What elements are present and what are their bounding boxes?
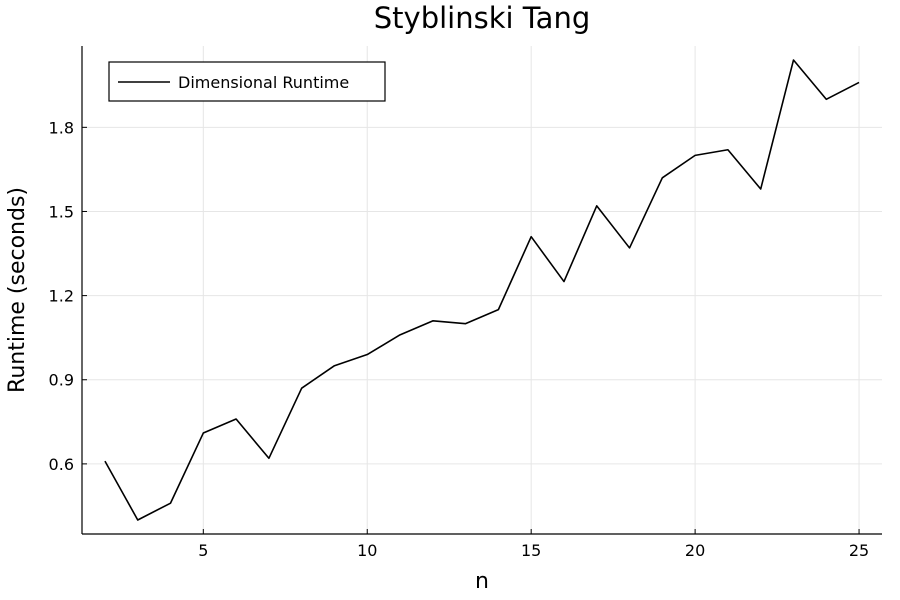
- y-tick-label: 1.5: [49, 202, 74, 221]
- x-axis-label: n: [475, 569, 489, 594]
- x-tick-label: 25: [849, 541, 869, 560]
- y-tick-label: 0.6: [49, 455, 74, 474]
- legend-label: Dimensional Runtime: [178, 73, 349, 92]
- y-tick-label: 0.9: [49, 371, 74, 390]
- legend: Dimensional Runtime: [108, 61, 386, 102]
- y-tick-label: 1.2: [49, 287, 74, 306]
- x-tick-label: 5: [198, 541, 208, 560]
- y-ticks: 0.6 0.9 1.2 1.5 1.8: [49, 118, 87, 474]
- series-line-dimensional-runtime: [104, 59, 860, 521]
- x-tick-label: 20: [685, 541, 705, 560]
- x-ticks: 5 10 15 20 25: [198, 529, 869, 560]
- grid: [82, 46, 882, 534]
- y-axis-label: Runtime (seconds): [5, 187, 30, 393]
- x-tick-label: 15: [521, 541, 541, 560]
- series-layer: [104, 59, 860, 521]
- y-tick-label: 1.8: [49, 118, 74, 137]
- x-tick-label: 10: [357, 541, 377, 560]
- chart-title: Styblinski Tang: [374, 1, 591, 35]
